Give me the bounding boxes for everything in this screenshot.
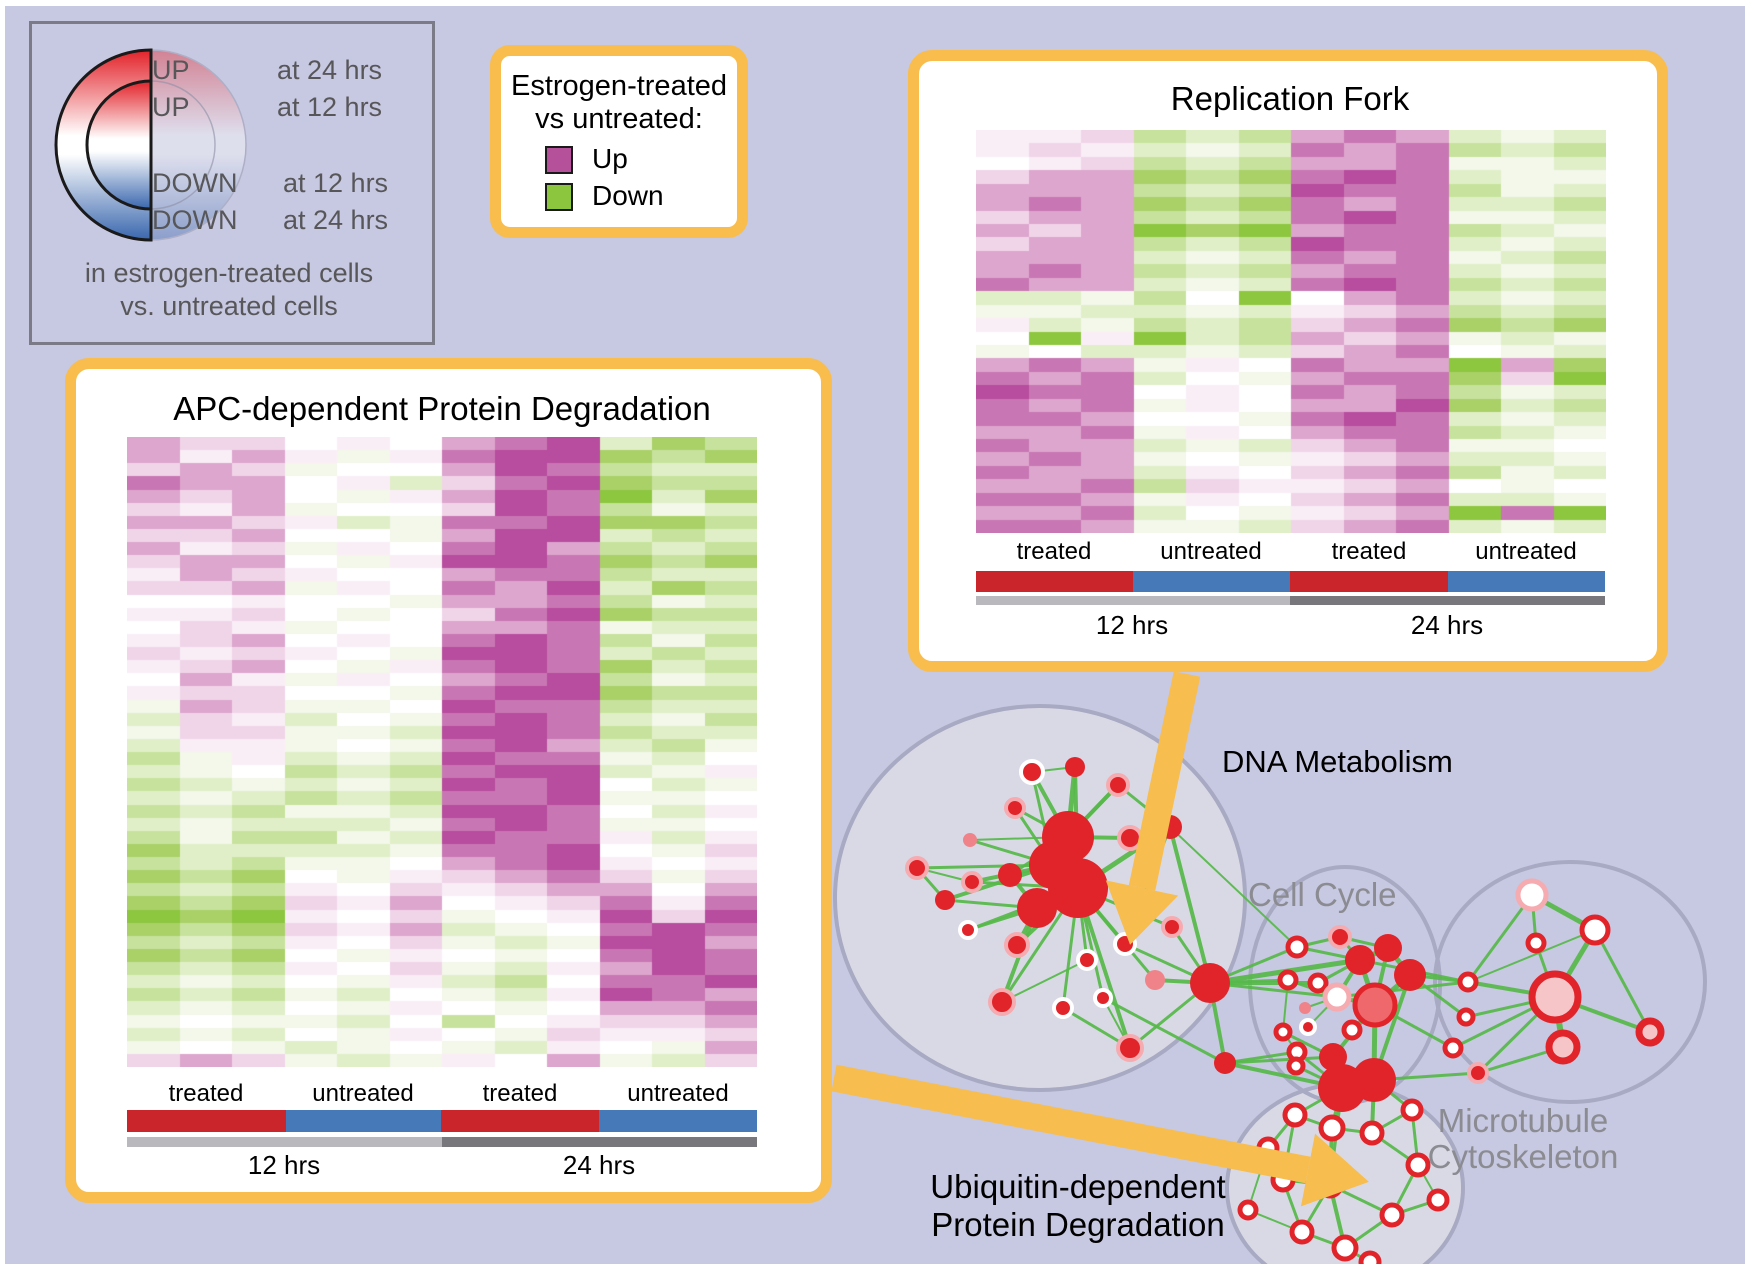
rf-group-label-4: untreated	[1475, 538, 1577, 565]
updown-legend-title-line1: Estrogen-treated	[510, 70, 728, 102]
rf-group-label-3: treated	[1331, 538, 1407, 565]
page-margin-bottom	[0, 1264, 1750, 1279]
apc-treated-24-bar	[441, 1110, 599, 1132]
legend-down-12-time: at 12 hrs	[283, 168, 389, 198]
replication-fork-heatmap	[976, 130, 1606, 533]
apc-heatmap	[127, 437, 757, 1067]
circle-legend-box	[29, 21, 435, 345]
apc-untreated-24-bar	[599, 1110, 757, 1132]
dna-metabolism-label: DNA Metabolism	[1222, 744, 1453, 779]
rf-treated-12-bar	[976, 571, 1133, 592]
rf-untreated-24-bar	[1448, 571, 1605, 592]
apc-panel-title: APC-dependent Protein Degradation	[173, 390, 711, 427]
rf-12hrs-bar	[976, 596, 1290, 605]
rf-24hrs-bar	[1290, 596, 1605, 605]
legend-up-24-time: at 24 hrs	[277, 55, 383, 85]
rf-group-label-1: treated	[1016, 538, 1092, 565]
updown-legend-box	[490, 45, 748, 238]
ubiquitin-label-line2: Protein Degradation	[931, 1206, 1225, 1243]
apc-group-label-1: treated	[168, 1080, 244, 1107]
legend-up-12-dir: UP	[152, 92, 190, 122]
legend-down-12-dir: DOWN	[152, 168, 238, 198]
page-margin-left	[0, 0, 5, 1279]
down-color-swatch	[545, 183, 573, 211]
rf-panel-title: Replication Fork	[1170, 80, 1410, 117]
rf-treated-24-bar	[1290, 571, 1448, 592]
microtubule-label-line2: Cytoskeleton	[1427, 1138, 1619, 1175]
legend-down-24-dir: DOWN	[152, 205, 238, 235]
legend-up-24-dir: UP	[152, 55, 190, 85]
cell-cycle-label: Cell Cycle	[1248, 876, 1397, 913]
rf-12hrs-label: 12 hrs	[1095, 610, 1169, 640]
page-margin-top	[0, 0, 1750, 6]
up-color-swatch	[545, 146, 573, 174]
rf-untreated-12-bar	[1133, 571, 1290, 592]
legend-caption-line1: in estrogen-treated cells	[84, 258, 374, 288]
apc-12hrs-bar	[127, 1137, 442, 1147]
apc-12hrs-label: 12 hrs	[247, 1150, 321, 1180]
rf-group-label-2: untreated	[1160, 538, 1262, 565]
down-swatch-label: Down	[592, 180, 664, 211]
microtubule-label-line1: Microtubule	[1437, 1102, 1609, 1139]
legend-caption-line2: vs. untreated cells	[120, 291, 338, 321]
legend-down-24-time: at 24 hrs	[283, 205, 389, 235]
page-margin-right	[1745, 0, 1750, 1279]
legend-up-12-time: at 12 hrs	[277, 92, 383, 122]
apc-untreated-12-bar	[286, 1110, 441, 1132]
updown-legend-title-line2: vs untreated:	[535, 103, 703, 135]
apc-group-label-3: treated	[482, 1080, 558, 1107]
apc-group-label-2: untreated	[312, 1080, 414, 1107]
apc-24hrs-bar	[442, 1137, 757, 1147]
apc-24hrs-label: 24 hrs	[562, 1150, 636, 1180]
ubiquitin-label-line1: Ubiquitin-dependent	[930, 1168, 1226, 1205]
up-swatch-label: Up	[592, 143, 628, 174]
rf-24hrs-label: 24 hrs	[1410, 610, 1484, 640]
apc-treated-12-bar	[127, 1110, 286, 1132]
apc-group-label-4: untreated	[627, 1080, 729, 1107]
